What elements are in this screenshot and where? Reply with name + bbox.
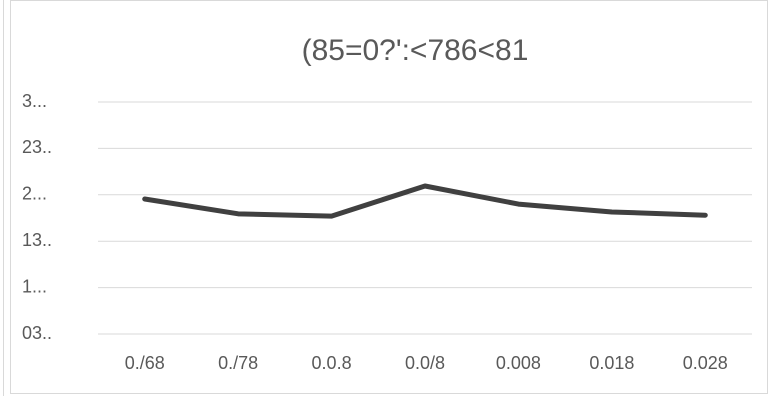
line-series	[142, 183, 708, 219]
x-tick-label: 0./68	[125, 353, 165, 373]
y-tick-label: 3...	[22, 91, 47, 111]
y-tick-label: 1...	[22, 276, 47, 296]
y-tick-label: 03..	[22, 323, 52, 343]
chart-title: (85=0?':<786<81	[302, 34, 529, 67]
x-tick-label: 0.018	[589, 353, 634, 373]
y-tick-label: 2...	[22, 184, 47, 204]
x-tick-label: 0.0.8	[312, 353, 352, 373]
x-tick-label: 0.0/8	[405, 353, 445, 373]
y-tick-label: 23..	[22, 137, 52, 157]
y-tick-label: 13..	[22, 230, 52, 250]
x-tick-label: 0.028	[683, 353, 728, 373]
x-tick-label: 0.008	[496, 353, 541, 373]
x-tick-label: 0./78	[218, 353, 258, 373]
